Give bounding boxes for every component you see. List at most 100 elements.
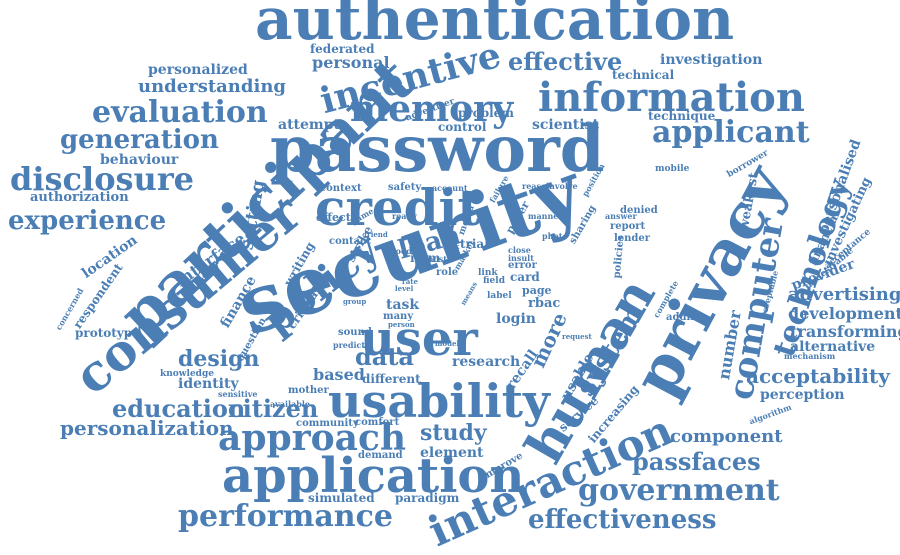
word: predict (333, 340, 366, 350)
word: means (458, 280, 479, 307)
word: behaviour (100, 152, 179, 168)
word: login (496, 311, 536, 327)
word: performance (178, 499, 393, 534)
word: application (222, 448, 525, 504)
word: acceptability (746, 364, 890, 388)
word: personalized (148, 62, 248, 78)
word: understanding (138, 76, 286, 97)
word: answer (605, 211, 637, 221)
word: involve (546, 181, 578, 191)
word: based (313, 365, 365, 384)
word: government (578, 473, 780, 508)
word: advertising (788, 284, 900, 305)
word: simulated (308, 491, 375, 505)
word: manner (528, 211, 563, 221)
word: sensitive (218, 389, 258, 399)
word: demand (358, 450, 403, 461)
word: photo (542, 231, 568, 241)
word: alternative (790, 339, 876, 355)
word: information (538, 74, 805, 121)
word: insult (508, 253, 534, 263)
word: good (390, 246, 412, 256)
word: group (343, 297, 367, 306)
word: reason (522, 181, 553, 191)
word: passfaces (632, 447, 761, 476)
word: task (386, 297, 420, 313)
word: mobile (655, 164, 690, 174)
word: technique (648, 109, 716, 123)
word: item (410, 251, 441, 265)
word: ready (392, 211, 417, 221)
word: problem (458, 106, 514, 120)
word: knowledge (160, 369, 214, 379)
word: perception (760, 387, 845, 403)
word: education (112, 394, 246, 423)
word: personalization (60, 416, 234, 440)
word: investigation (660, 52, 763, 68)
word: authorization (30, 190, 129, 205)
word: research (452, 354, 521, 370)
word: page (522, 284, 552, 297)
word: contact (329, 236, 371, 247)
word: rate (402, 277, 418, 286)
word: authentication (255, 0, 735, 53)
word: scientist (532, 117, 599, 133)
word: algorithm (747, 401, 793, 427)
word: report (610, 221, 646, 232)
word: denied (620, 205, 658, 216)
word: user (360, 311, 478, 367)
word: policies (611, 234, 627, 279)
word: approach (218, 417, 407, 459)
word: effectiveness (528, 505, 717, 535)
word: disclosure (10, 160, 195, 198)
word: adding (666, 312, 705, 323)
word: account (432, 183, 468, 193)
word: usability (328, 374, 550, 428)
word: control (438, 120, 487, 134)
word: effective (508, 47, 623, 76)
word: error (508, 260, 537, 271)
word: rbac (528, 296, 561, 311)
word: applicant (652, 115, 810, 150)
word: different (362, 372, 421, 386)
word: development (788, 304, 900, 323)
word: prototype (75, 326, 140, 340)
word: memory (350, 88, 513, 130)
word: close (508, 245, 531, 255)
word: lack (443, 242, 460, 251)
word: component (670, 426, 783, 447)
word: safety (388, 182, 422, 193)
word: community (296, 418, 359, 429)
word: paradigm (395, 491, 460, 505)
word: many (383, 311, 414, 322)
word: personal (312, 53, 390, 72)
word: technical (612, 68, 675, 82)
word: field (483, 276, 505, 286)
word: transforming (790, 322, 900, 341)
word: role (436, 267, 459, 278)
word: generation (60, 125, 219, 155)
word: link (478, 268, 498, 278)
word: most (425, 254, 447, 264)
word: effect (316, 211, 351, 224)
word: study (420, 420, 487, 446)
word: trial (460, 237, 489, 251)
word: comfort (355, 417, 400, 428)
word: level (395, 284, 414, 293)
word: attempt (278, 117, 340, 133)
word: data (355, 342, 414, 371)
word: identity (178, 376, 239, 392)
word: friend (364, 230, 388, 239)
word: lender (614, 233, 651, 244)
word: citizen (228, 394, 319, 423)
word: context (320, 183, 362, 194)
word: experience (8, 206, 167, 236)
word: request (562, 332, 592, 341)
word: password (270, 112, 605, 187)
word: person (388, 320, 415, 329)
word: card (510, 270, 540, 284)
word: design (178, 346, 260, 372)
word: available (270, 399, 310, 409)
word: model (435, 339, 460, 348)
